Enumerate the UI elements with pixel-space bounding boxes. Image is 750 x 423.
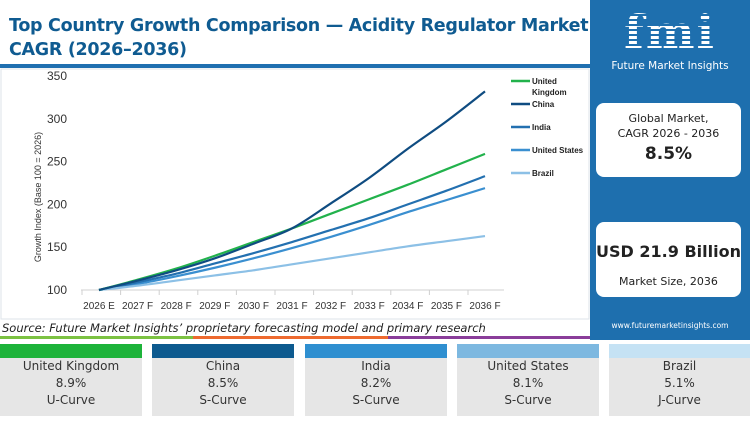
card-cagr: 8.2% bbox=[360, 376, 392, 390]
card-country: United Kingdom bbox=[22, 359, 120, 373]
series-line-china bbox=[98, 90, 486, 292]
legend-label: India bbox=[532, 123, 551, 132]
y-tick-label: 200 bbox=[47, 197, 67, 211]
cagr-label-1: Global Market, bbox=[628, 112, 709, 125]
source-note: Source: Future Market Insights’ propriet… bbox=[2, 321, 486, 335]
series-line-india bbox=[98, 175, 486, 292]
x-tick-label: 2027 F bbox=[122, 301, 153, 312]
x-tick-label: 2033 F bbox=[354, 301, 385, 312]
card-color-bar bbox=[0, 344, 142, 358]
country-card: Brazil 5.1% J-Curve bbox=[609, 344, 750, 416]
x-tick-label: 2029 F bbox=[199, 301, 230, 312]
x-tick-label: 2036 F bbox=[469, 301, 500, 312]
card-curve: S-Curve bbox=[199, 393, 247, 407]
card-curve: J-Curve bbox=[658, 393, 701, 407]
website-link[interactable]: www.futuremarketinsights.com bbox=[611, 321, 729, 330]
cagr-box: Global Market, CAGR 2026 - 2036 8.5% bbox=[596, 103, 741, 177]
card-cagr: 5.1% bbox=[664, 376, 695, 390]
card-curve: U-Curve bbox=[46, 393, 96, 407]
country-card: China 8.5% S-Curve bbox=[152, 344, 294, 416]
series-line-united-states bbox=[98, 187, 486, 292]
card-color-bar bbox=[457, 344, 599, 358]
card-curve: S-Curve bbox=[352, 393, 400, 407]
card-cagr: 8.1% bbox=[512, 376, 544, 390]
legend-label: China bbox=[532, 100, 555, 109]
cagr-label-2: CAGR 2026 - 2036 bbox=[617, 127, 720, 140]
country-card: United States 8.1% S-Curve bbox=[457, 344, 599, 416]
chart-title: Top Country Growth Comparison — Acidity … bbox=[9, 16, 589, 60]
legend-label: United Kingdom bbox=[532, 77, 567, 97]
card-color-bar bbox=[305, 344, 447, 358]
country-card: United Kingdom 8.9% U-Curve bbox=[0, 344, 142, 416]
country-card: India 8.2% S-Curve bbox=[305, 344, 447, 416]
x-tick-label: 2031 F bbox=[276, 301, 307, 312]
x-tick-label: 2034 F bbox=[392, 301, 423, 312]
y-tick-label: 250 bbox=[47, 155, 67, 169]
x-tick-label: 2028 F bbox=[161, 301, 192, 312]
card-country: India bbox=[361, 359, 391, 373]
plot-frame bbox=[0, 68, 590, 320]
accent-strip-purple bbox=[388, 336, 590, 339]
card-country: Brazil bbox=[662, 359, 697, 373]
x-tick-label: 2032 F bbox=[315, 301, 346, 312]
legend-label-line: Kingdom bbox=[532, 88, 567, 97]
card-color-bar bbox=[152, 344, 294, 358]
legend-label: Brazil bbox=[532, 169, 554, 178]
y-tick-label: 100 bbox=[47, 283, 67, 297]
x-tick-label: 2026 E bbox=[83, 301, 115, 312]
card-cagr: 8.5% bbox=[207, 376, 239, 390]
series-line-united-kingdom bbox=[98, 152, 486, 292]
logo-mark: fmi bbox=[590, 6, 750, 58]
y-tick-label: 300 bbox=[47, 112, 67, 126]
y-tick-label: 350 bbox=[47, 69, 67, 83]
card-curve: S-Curve bbox=[504, 393, 552, 407]
series-line-brazil bbox=[98, 234, 486, 292]
card-country: China bbox=[205, 359, 241, 373]
card-country: United States bbox=[487, 359, 569, 373]
line-chart: 2026 E 2027 F 2028 F 2029 F 2030 F 2031 F 2032… bbox=[0, 68, 590, 320]
fmi-logo: fmi Future Market Insights bbox=[590, 6, 750, 72]
market-size-value: USD 21.9 Billion bbox=[596, 242, 741, 261]
accent-strip-green bbox=[0, 336, 193, 339]
cagr-value: 8.5% bbox=[644, 144, 693, 164]
accent-strip-orange bbox=[193, 336, 388, 339]
x-tick-label: 2030 F bbox=[238, 301, 269, 312]
legend-label: United States bbox=[532, 146, 584, 155]
market-size-label: Market Size, 2036 bbox=[619, 275, 718, 288]
market-size-box: USD 21.9 Billion Market Size, 2036 bbox=[596, 222, 741, 297]
card-color-bar bbox=[609, 344, 750, 358]
x-tick-label: 2035 F bbox=[431, 301, 462, 312]
y-tick-label: 150 bbox=[47, 240, 67, 254]
title-divider bbox=[0, 64, 590, 68]
y-axis-title: Growth Index (Base 100 = 2026) bbox=[33, 132, 43, 262]
side-panel: fmi Future Market Insights Global Market… bbox=[590, 0, 750, 340]
card-cagr: 8.9% bbox=[55, 376, 87, 390]
legend-label-line: United bbox=[532, 77, 557, 86]
brand-name: Future Market Insights bbox=[611, 60, 729, 72]
